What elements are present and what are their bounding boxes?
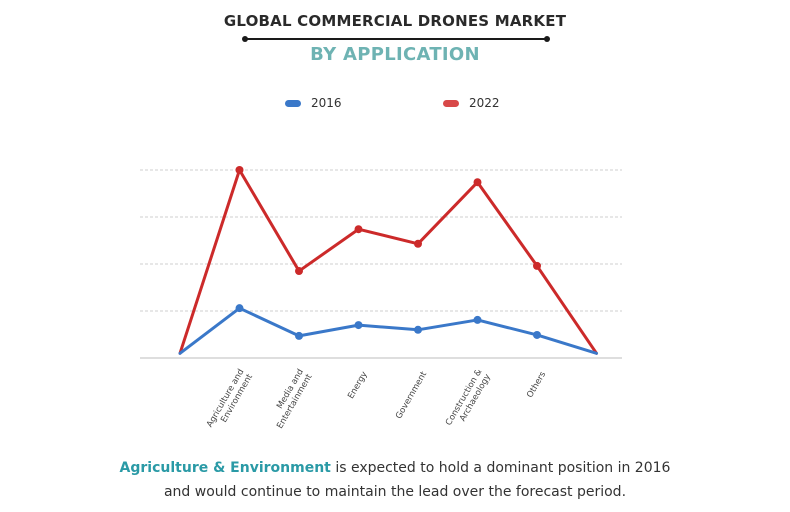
x-tick-label: Others	[525, 370, 548, 400]
gridlines	[140, 169, 622, 359]
series-points	[235, 166, 541, 340]
data-point-2022	[354, 225, 363, 234]
series-line-2022	[178, 168, 598, 355]
data-point-2016	[295, 331, 303, 340]
caption: Agriculture & Environment is expected to…	[0, 456, 790, 504]
data-point-2016	[235, 304, 244, 313]
legend-item-2022: 2022	[443, 96, 500, 110]
legend-item-2016: 2016	[285, 96, 342, 110]
x-tick-label-line: Others	[525, 370, 548, 400]
legend-label-2016: 2016	[311, 96, 342, 110]
chart-title: GLOBAL COMMERCIAL DRONES MARKET	[223, 12, 567, 30]
x-tick-label-line: Government	[394, 369, 429, 420]
divider-dot-right	[544, 36, 550, 42]
data-point-2022	[414, 239, 422, 248]
chart-subtitle: BY APPLICATION	[310, 44, 480, 65]
data-point-2016	[354, 321, 363, 330]
divider-dot-left	[242, 36, 248, 42]
x-tick-label: Energy	[346, 370, 370, 401]
data-point-2016	[533, 330, 541, 339]
title-divider	[242, 36, 550, 42]
legend-swatch-2016	[285, 99, 301, 107]
legend-label-2022: 2022	[469, 96, 500, 110]
x-tick-label: Government	[394, 369, 429, 420]
data-point-2022	[295, 267, 303, 276]
caption-highlight: Agriculture & Environment	[119, 460, 331, 476]
x-tick-label: Construction &Archaeology	[444, 367, 493, 427]
caption-line1: is expected to hold a dominant position …	[330, 460, 671, 476]
series-line-2016	[178, 306, 598, 355]
legend-swatch-2022	[443, 99, 459, 107]
data-point-2016	[414, 325, 422, 334]
x-tick-label-line: Energy	[346, 370, 370, 401]
data-point-2016	[473, 315, 482, 324]
data-point-2022	[235, 166, 244, 174]
caption-line2: and would continue to maintain the lead …	[163, 484, 627, 500]
series-lines	[178, 168, 598, 355]
data-point-2022	[533, 261, 541, 270]
data-point-2022	[473, 178, 482, 187]
